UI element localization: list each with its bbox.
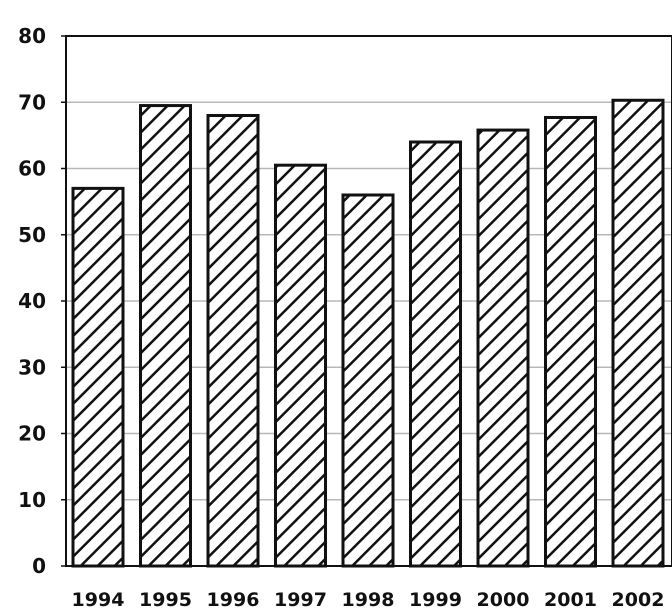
x-tick-label: 1994 xyxy=(72,589,125,611)
bar-1997 xyxy=(274,163,327,568)
y-tick-label: 0 xyxy=(32,554,46,578)
x-tick-label: 1998 xyxy=(342,589,395,611)
bar-1998 xyxy=(341,193,395,568)
bar-1996 xyxy=(206,114,260,568)
x-axis-ticks: 1994 1995 1996 1997 1998 1999 2000 2001 2002 xyxy=(72,589,665,611)
bars xyxy=(71,98,665,568)
y-tick-label: 10 xyxy=(18,488,46,512)
y-tick-label: 20 xyxy=(18,422,46,446)
y-tick-label: 70 xyxy=(18,90,46,114)
x-tick-label: 2000 xyxy=(477,589,530,611)
y-axis-ticks: 0 10 20 30 40 50 60 70 80 xyxy=(18,24,66,578)
y-tick-label: 50 xyxy=(18,223,46,247)
bar-1995 xyxy=(139,104,192,568)
x-tick-label: 1995 xyxy=(139,589,192,611)
y-tick-label: 80 xyxy=(18,24,46,48)
y-tick-label: 30 xyxy=(18,355,46,379)
bar-1999 xyxy=(409,140,462,568)
bar-2002 xyxy=(611,98,665,568)
bar-1994 xyxy=(71,186,125,568)
x-tick-label: 2002 xyxy=(612,589,665,611)
y-tick-label: 40 xyxy=(18,289,46,313)
x-tick-label: 1997 xyxy=(274,589,327,611)
x-tick-label: 1999 xyxy=(409,589,462,611)
x-tick-label: 2001 xyxy=(544,589,597,611)
bar-2001 xyxy=(544,115,597,568)
bar-2000 xyxy=(476,128,530,568)
x-tick-label: 1996 xyxy=(207,589,260,611)
y-tick-label: 60 xyxy=(18,157,46,181)
